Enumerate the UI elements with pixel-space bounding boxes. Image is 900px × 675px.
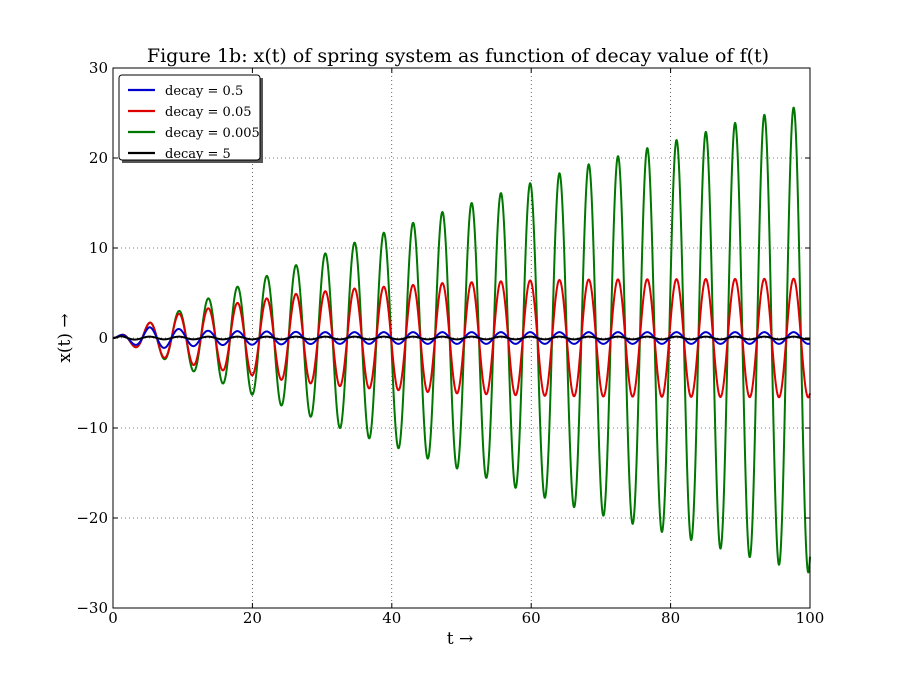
x-tick-label: 40 xyxy=(382,609,401,627)
x-tick-label: 20 xyxy=(243,609,262,627)
x-tick-label: 80 xyxy=(661,609,680,627)
chart-title: Figure 1b: x(t) of spring system as func… xyxy=(147,45,769,67)
series-line-decay-5 xyxy=(112,335,811,341)
y-tick-label: 20 xyxy=(89,149,108,167)
series-line-decay-0-5 xyxy=(112,326,811,349)
y-axis-label: x(t) → xyxy=(55,313,75,362)
y-tick-label: 30 xyxy=(89,59,108,77)
legend-box xyxy=(118,74,261,161)
y-tick-label: −30 xyxy=(76,599,108,617)
y-tick-label: 10 xyxy=(89,239,108,257)
y-tick-label: 0 xyxy=(98,329,108,347)
series-line-decay-0-05 xyxy=(112,277,811,399)
legend-label: decay = 0.5 xyxy=(165,84,243,99)
legend: decay = 0.5 decay = 0.05 decay = 0.005 deca… xyxy=(118,74,263,163)
y-tick-label: −10 xyxy=(76,419,108,437)
x-axis-label: t → xyxy=(447,629,473,649)
legend-label: decay = 5 xyxy=(165,147,231,162)
legend-label: decay = 0.05 xyxy=(165,105,252,120)
x-tick-label: 100 xyxy=(796,609,825,627)
x-tick-label: 60 xyxy=(522,609,541,627)
legend-label: decay = 0.005 xyxy=(165,126,260,141)
x-tick-label: 0 xyxy=(108,609,118,627)
y-tick-label: −20 xyxy=(76,509,108,527)
ticks: 0 20 40 60 80 100 −30 −20 −10 0 10 20 30 xyxy=(76,59,824,627)
series-group xyxy=(112,106,811,574)
